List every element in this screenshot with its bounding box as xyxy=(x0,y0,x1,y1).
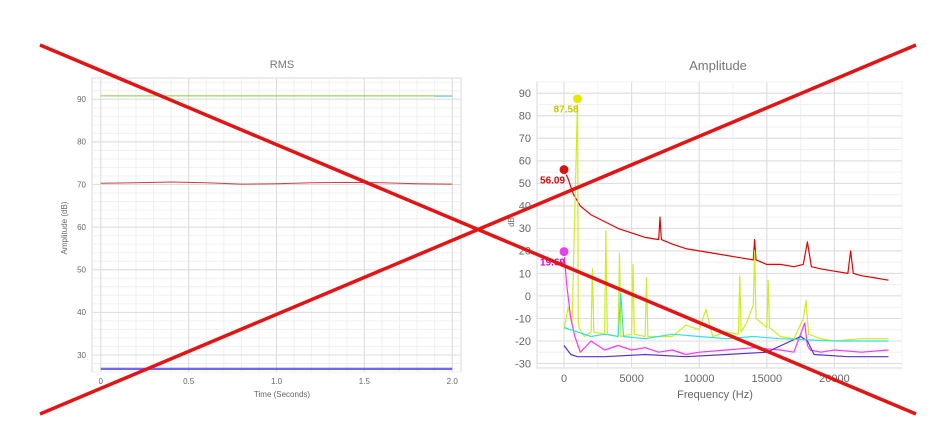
rms-chart-title: RMS xyxy=(270,59,294,71)
amplitude-y-axis-label: dB xyxy=(507,217,516,227)
y-tick-label: 50 xyxy=(77,266,86,275)
peak-marker xyxy=(558,246,570,258)
y-tick-label: -30 xyxy=(515,358,531,370)
amplitude-chart: Amplitude 05000100001500020000 -30-20-10… xyxy=(507,58,903,401)
x-tick-label: 1.5 xyxy=(359,377,371,386)
rms-x-tick-labels: 0 0.5 1.0 1.5 2.0 xyxy=(99,377,459,386)
series-line xyxy=(563,293,889,342)
rms-y-axis-label: Amplitude (dB) xyxy=(60,201,69,254)
y-tick-label: 80 xyxy=(77,138,86,147)
overlay-diagonal-line xyxy=(39,43,917,416)
series-line xyxy=(563,98,889,342)
x-tick-label: 2.0 xyxy=(447,377,459,386)
rms-chart: RMS 0 0.5 1.0 1.5 2.0 30 40 50 60 70 80 90 Time (S… xyxy=(60,59,462,399)
series-line xyxy=(563,335,889,358)
amplitude-chart-title: Amplitude xyxy=(689,58,747,73)
y-tick-label: 40 xyxy=(77,308,86,317)
x-tick-label: 0 xyxy=(99,377,104,386)
y-tick-label: 30 xyxy=(519,223,531,235)
y-tick-label: 70 xyxy=(77,180,86,189)
rms-series-group xyxy=(100,95,453,370)
amplitude-x-axis-label: Frequency (Hz) xyxy=(677,389,753,401)
y-tick-label: -20 xyxy=(515,336,531,348)
y-tick-label: 0 xyxy=(525,291,531,303)
series-line xyxy=(563,251,889,356)
y-tick-label: 60 xyxy=(77,223,86,232)
y-tick-label: 60 xyxy=(519,156,531,168)
x-tick-label: 5000 xyxy=(619,373,643,385)
x-tick-label: 0.5 xyxy=(183,377,195,386)
peak-marker-label: 19.69 xyxy=(540,258,565,269)
peak-marker-label: 56.09 xyxy=(540,176,565,187)
x-tick-label: 0 xyxy=(561,373,567,385)
amplitude-series-group xyxy=(563,98,889,358)
y-tick-label: 90 xyxy=(77,95,86,104)
y-tick-label: 90 xyxy=(519,88,531,100)
y-tick-label: 10 xyxy=(519,268,531,280)
peak-marker xyxy=(572,93,584,105)
x-tick-label: 10000 xyxy=(684,373,715,385)
rms-grid xyxy=(92,78,461,373)
x-tick-label: 1.0 xyxy=(271,377,283,386)
amplitude-x-tick-labels: 05000100001500020000 xyxy=(561,373,850,385)
y-tick-label: 30 xyxy=(77,351,86,360)
series-line xyxy=(563,169,889,281)
series-line xyxy=(100,181,453,185)
y-tick-label: -10 xyxy=(515,313,531,325)
y-tick-label: 80 xyxy=(519,111,531,123)
rms-x-axis-label: Time (Seconds) xyxy=(254,390,311,399)
amplitude-peak-markers: 87.58 56.09 19.69 xyxy=(540,93,584,269)
peak-marker xyxy=(558,164,570,176)
y-tick-label: 20 xyxy=(519,246,531,258)
red-x-overlay xyxy=(39,43,917,416)
x-tick-label: 15000 xyxy=(752,373,783,385)
y-tick-label: 70 xyxy=(519,133,531,145)
peak-marker-label: 87.58 xyxy=(554,105,579,116)
rms-y-tick-labels: 30 40 50 60 70 80 90 xyxy=(77,95,86,360)
y-tick-label: 50 xyxy=(519,178,531,190)
